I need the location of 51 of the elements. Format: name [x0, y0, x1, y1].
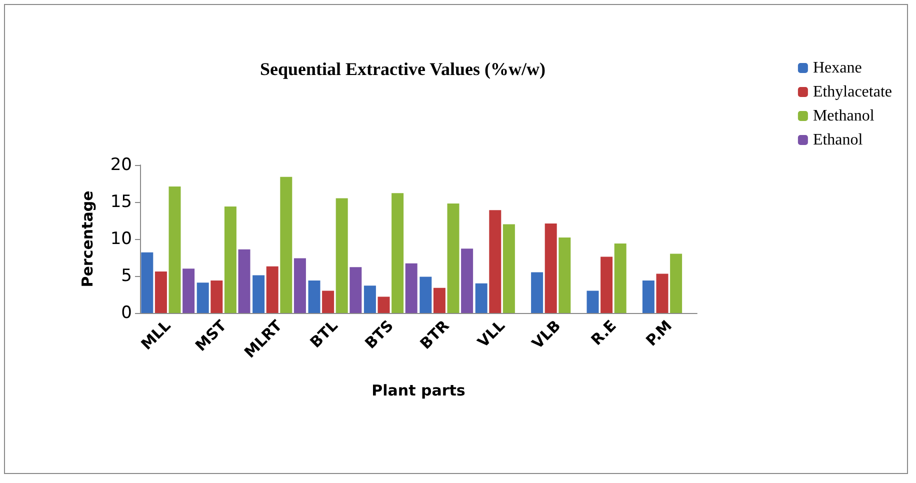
- bar: [378, 296, 390, 313]
- bar: [614, 243, 626, 313]
- bar: [168, 186, 181, 313]
- legend-label: Methanol: [812, 108, 875, 124]
- bar: [475, 283, 488, 313]
- bar: [558, 238, 571, 313]
- bar: [600, 256, 613, 313]
- x-axis-title: Plant parts: [372, 382, 466, 400]
- bar: [350, 267, 362, 313]
- legend-label: Hexane: [812, 60, 862, 76]
- bar: [502, 224, 515, 313]
- bar: [670, 254, 682, 313]
- bar: [294, 258, 306, 313]
- bar: [336, 198, 348, 313]
- x-tick-label: VLL: [474, 316, 509, 352]
- bar: [461, 248, 474, 313]
- bar: [405, 263, 418, 313]
- bar: [586, 290, 599, 313]
- bar: [280, 176, 292, 313]
- bar: [322, 290, 334, 313]
- y-tick-label: 0: [121, 303, 132, 323]
- bar: [308, 280, 320, 313]
- bar: [433, 288, 446, 313]
- chart-title: Sequential Extractive Values (%w/w): [260, 59, 546, 79]
- bar: [531, 272, 544, 313]
- legend-label: Ethanol: [812, 132, 864, 148]
- bar: [252, 275, 265, 313]
- bar: [489, 210, 502, 313]
- y-tick-label: 10: [110, 229, 132, 249]
- bar: [447, 203, 460, 313]
- y-tick-label: 15: [110, 192, 132, 212]
- bar: [266, 266, 278, 313]
- legend-label: Ethylacetate: [812, 84, 892, 100]
- x-tick-label: R.E: [587, 316, 620, 349]
- x-tick-label: BTL: [306, 316, 342, 352]
- bar: [364, 286, 376, 313]
- bar: [210, 280, 223, 313]
- bar: [182, 268, 195, 313]
- bar: [642, 280, 654, 313]
- y-tick-label: 20: [110, 155, 132, 175]
- y-tick-label: 5: [121, 266, 132, 286]
- bar: [196, 282, 209, 313]
- bar: [392, 193, 404, 313]
- bar: [420, 276, 432, 313]
- bar: [544, 223, 557, 313]
- bar: [154, 272, 167, 313]
- bar: [656, 274, 668, 313]
- bar: [224, 206, 236, 313]
- y-axis-title: Percentage: [78, 190, 96, 288]
- bar: [238, 249, 250, 313]
- bar: [141, 252, 154, 313]
